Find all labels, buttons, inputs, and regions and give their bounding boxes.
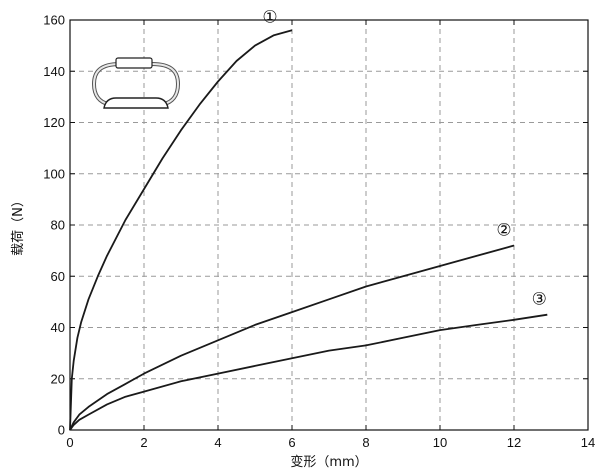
series-lines <box>69 29 548 431</box>
y-tick-label: 120 <box>43 115 65 130</box>
x-tick-label: 4 <box>214 435 221 450</box>
x-tick-label: 6 <box>288 435 295 450</box>
y-tick-label: 140 <box>43 64 65 79</box>
y-tick-label: 20 <box>51 371 65 386</box>
y-tick-label: 100 <box>43 166 65 181</box>
y-tick-label: 60 <box>51 269 65 284</box>
x-tick-label: 2 <box>140 435 147 450</box>
x-tick-label: 12 <box>507 435 521 450</box>
x-tick-label: 0 <box>66 435 73 450</box>
x-tick-labels: 0 2 4 6 8 10 12 14 <box>66 435 595 450</box>
series-marker-label-3: ③ <box>532 290 547 310</box>
series-line-3 <box>69 313 548 431</box>
y-tick-labels: 0 20 40 60 80 100 120 140 160 <box>43 13 65 438</box>
series-markers: ① ② ③ <box>262 7 547 309</box>
series-marker-label-1: ① <box>262 7 277 27</box>
y-tick-label: 0 <box>58 423 65 438</box>
series-line-2 <box>69 244 515 431</box>
x-axis-label: 变形（mm） <box>290 454 367 470</box>
ring-clip-icon <box>91 57 181 109</box>
y-tick-label: 80 <box>51 218 65 233</box>
y-tick-label: 40 <box>51 320 65 335</box>
series-line-1 <box>69 29 293 431</box>
x-tick-label: 10 <box>433 435 447 450</box>
series-marker-label-2: ② <box>496 221 511 241</box>
y-tick-label: 160 <box>43 13 65 28</box>
x-tick-label: 14 <box>581 435 595 450</box>
x-tick-label: 8 <box>362 435 369 450</box>
y-axis-label: 载荷（N） <box>11 194 26 256</box>
